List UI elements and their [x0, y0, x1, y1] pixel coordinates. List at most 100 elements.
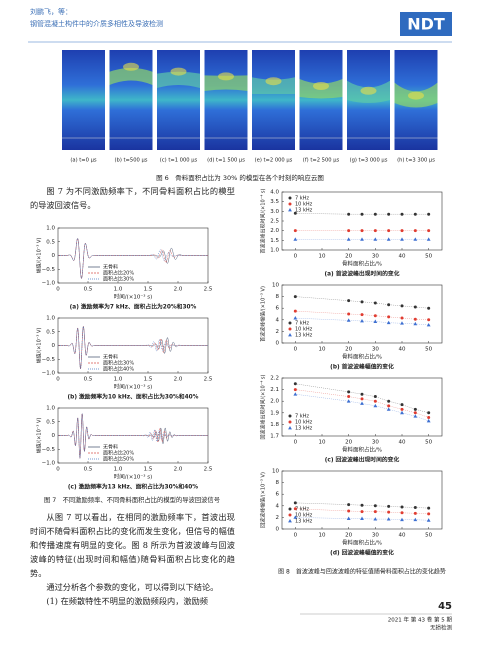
header-title: 钢管混凝土构件中的介质多相性及导波检测 [30, 19, 163, 28]
data-point [346, 516, 351, 520]
panel-label: (a) t=0 μs [70, 158, 97, 164]
y-tick-label: 0.5 [46, 419, 55, 425]
legend-label: 面积占比20% [103, 450, 134, 457]
x-axis-label: 时间/(×10⁻³ s) [114, 383, 152, 391]
data-point [413, 321, 418, 326]
waveform [58, 412, 208, 459]
data-point [373, 229, 377, 233]
legend-label: 10 kHz [295, 420, 313, 426]
panel-label: (h) t=3 300 μs [397, 158, 435, 164]
y-tick-label: 1.0 [46, 226, 55, 232]
y-tick-label: 1.9 [270, 410, 279, 416]
data-point [347, 395, 351, 399]
y-tick-label: 2.5 [270, 219, 279, 225]
plot-frame [281, 377, 443, 437]
trend-line [295, 310, 429, 320]
x-tick-label: 2.5 [204, 287, 213, 293]
x-tick-label: 0 [56, 287, 60, 293]
y-tick-label: 4 [276, 503, 280, 509]
data-point [346, 237, 351, 241]
hot-spot [360, 86, 377, 95]
y-tick-label: 1.0 [46, 406, 55, 412]
x-tick-label: 0 [294, 533, 298, 539]
wave-front [252, 77, 295, 94]
legend-marker [288, 333, 292, 337]
data-point [427, 415, 431, 419]
x-axis-label: 骨料面积占比/% [342, 353, 382, 361]
data-point [426, 323, 431, 327]
y-tick-label: 1.5 [270, 238, 279, 244]
data-point [400, 407, 404, 411]
data-point [387, 229, 391, 233]
data-point [413, 411, 417, 415]
contour-panel [252, 50, 295, 150]
legend-label: 面积占比30% [103, 276, 134, 283]
x-tick-label: 50 [425, 533, 432, 539]
data-point [373, 314, 377, 318]
legend-label: 面积占比30% [103, 360, 134, 367]
legend-label: 13 kHz [295, 208, 313, 214]
data-point [293, 507, 297, 511]
x-tick-label: 40 [399, 440, 406, 446]
y-axis-label: 回波波峰幅值/(×10⁻³ V) [260, 472, 267, 528]
x-tick-label: 30 [372, 347, 379, 353]
data-point [387, 399, 391, 403]
page-number: 45 [438, 601, 452, 612]
panel-label: (f) t=2 500 μs [303, 158, 340, 164]
y-tick-label: 1.0 [270, 248, 279, 254]
x-tick-label: 50 [425, 347, 432, 353]
data-point [427, 306, 431, 310]
trend-line [295, 383, 429, 413]
y-tick-label: 4 [276, 317, 280, 323]
data-point [293, 515, 298, 519]
trend-line [295, 502, 429, 509]
x-axis-label: 时间/(×10⁻³ s) [114, 293, 152, 301]
legend-label: 面积占比20% [103, 270, 134, 277]
x-tick-label: 0 [56, 377, 60, 383]
x-tick-label: 0 [294, 440, 298, 446]
data-point [400, 237, 404, 241]
legend-marker [288, 202, 292, 206]
data-point [360, 510, 364, 514]
data-point [386, 517, 391, 521]
hot-spot [218, 72, 234, 81]
data-point [373, 301, 377, 305]
data-point [293, 211, 297, 215]
data-point [413, 414, 418, 418]
x-tick-label: 30 [372, 533, 379, 539]
issue: 2021 年 第 43 卷 第 5 期 [388, 616, 453, 624]
panel-label: (d) t=1 500 μs [207, 158, 245, 164]
y-tick-label: −0.5 [42, 267, 56, 273]
plot-frame [281, 284, 443, 344]
subplot-caption: (a) 激励频率为7 kHz、面积占比为20%和30% [70, 303, 197, 311]
legend-label: 7 kHz [295, 507, 309, 513]
x-tick-label: 2.0 [174, 377, 183, 383]
data-point [426, 418, 431, 423]
y-tick-label: 2 [276, 515, 280, 521]
plot-frame [281, 470, 443, 530]
wave-front [157, 71, 200, 88]
y-tick-label: 1.0 [46, 316, 55, 322]
x-tick-label: 1.0 [114, 377, 123, 383]
trend-line [295, 296, 429, 309]
y-tick-label: 3.0 [270, 209, 279, 215]
data-point [347, 509, 351, 513]
y-axis-label: 幅值/(×10⁻³ V) [36, 328, 43, 364]
y-tick-label: 4.0 [270, 190, 279, 196]
data-point [360, 237, 364, 241]
data-point [373, 399, 377, 403]
paragraph: 通过分析各个参数的变化，可以得到以下结论。 [46, 582, 219, 592]
x-tick-label: 1.5 [144, 287, 153, 293]
hot-spot [408, 91, 424, 100]
data-point [387, 404, 391, 408]
data-point [427, 229, 431, 233]
data-point [400, 229, 404, 233]
data-point [413, 305, 417, 309]
hot-spot [313, 82, 329, 90]
data-point [386, 237, 391, 241]
data-point [347, 390, 351, 394]
y-tick-label: 8 [276, 294, 280, 300]
data-point [400, 505, 404, 509]
y-tick-label: −0.5 [42, 357, 56, 363]
waveform [58, 325, 208, 369]
